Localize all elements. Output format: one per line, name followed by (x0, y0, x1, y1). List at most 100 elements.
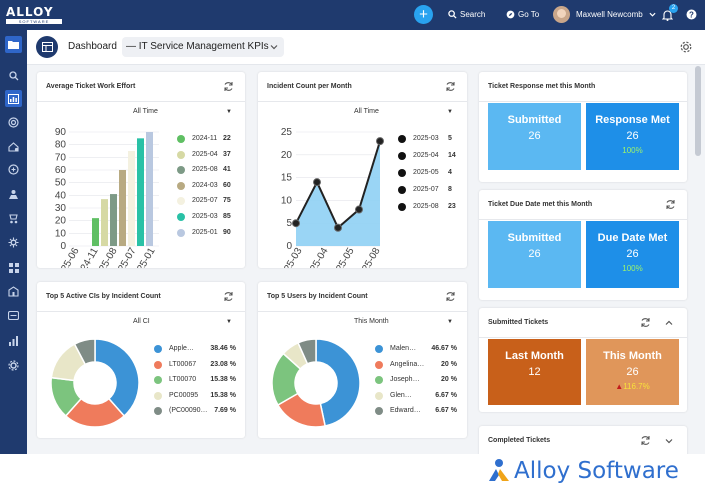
refresh-icon[interactable] (223, 291, 234, 302)
help-icon[interactable]: ? (686, 9, 697, 20)
legend-item[interactable]: 2024-03 60 (177, 180, 241, 196)
dropdown-arrow-icon[interactable]: ▼ (226, 319, 232, 325)
legend-value: 23 (448, 203, 456, 210)
search-icon (448, 10, 457, 19)
ci-filter[interactable]: All CI (133, 318, 150, 325)
widgets-icon[interactable] (5, 259, 22, 276)
legend-value: 20 % (441, 376, 457, 383)
legend-item[interactable]: Joseph… 20 % (375, 374, 465, 390)
tile-percent: 100% (622, 146, 643, 155)
chevron-down-icon[interactable] (665, 437, 673, 445)
legend-value: 20 % (441, 360, 457, 368)
legend-label: (PC00090… (169, 407, 208, 414)
legend-item[interactable]: Angelina… 20 % (375, 359, 465, 375)
support-icon[interactable] (5, 114, 22, 131)
legend-item[interactable]: 2024-11 22 (177, 133, 241, 149)
goto-button[interactable]: Go To (506, 9, 539, 21)
incidents-icon[interactable] (5, 161, 22, 178)
alloy-logo[interactable]: ALLOY SOFTWARE (6, 6, 68, 24)
user-menu[interactable]: Maxwell Newcomb (576, 9, 659, 21)
chevron-up-icon[interactable] (665, 319, 673, 327)
legend-item[interactable]: PC00095 15.38 % (154, 390, 244, 406)
time-filter[interactable]: All Time (354, 108, 379, 115)
legend-item[interactable]: 2025-04 37 (177, 149, 241, 165)
legend-item[interactable]: 2025-03 85 (177, 211, 241, 227)
refresh-icon[interactable] (665, 199, 676, 210)
folder-icon[interactable] (5, 36, 22, 53)
time-filter[interactable]: This Month (354, 318, 389, 325)
legend-item[interactable]: 2025-08 23 (398, 201, 462, 218)
refresh-icon[interactable] (223, 81, 234, 92)
divider (258, 101, 467, 102)
legend-value: 14 (448, 152, 456, 159)
last-month-tile[interactable]: Last Month 12 (488, 339, 581, 405)
dropdown-arrow-icon[interactable]: ▼ (447, 109, 453, 115)
refresh-icon[interactable] (640, 317, 651, 328)
due-date-met-tile[interactable]: Due Date Met 26 100% (586, 221, 679, 288)
building-icon[interactable] (5, 283, 22, 300)
dashboard-icon[interactable] (5, 90, 22, 107)
reports-icon[interactable] (5, 332, 22, 349)
submitted-tile[interactable]: Submitted 26 (488, 103, 581, 170)
legend-item[interactable]: (PC00090… 7.69 % (154, 405, 244, 421)
legend-item[interactable]: 2025-03 5 (398, 133, 462, 150)
time-filter[interactable]: All Time (133, 108, 158, 115)
settings-icon[interactable] (5, 234, 22, 251)
legend-item[interactable]: 2025-07 75 (177, 195, 241, 211)
network-icon[interactable] (5, 210, 22, 227)
legend-item[interactable]: 2025-05 4 (398, 167, 462, 184)
refresh-icon[interactable] (640, 435, 651, 446)
legend-item[interactable]: LT00067 23.08 % (154, 359, 244, 375)
legend-item[interactable]: 2025-07 8 (398, 184, 462, 201)
legend-label: 2025-07 (413, 186, 439, 193)
search-icon[interactable] (5, 67, 22, 84)
legend-item[interactable]: Glen… 6.67 % (375, 390, 465, 406)
this-month-tile[interactable]: This Month 26 ▲116.7% (586, 339, 679, 405)
donut-legend: Apple… 38.46 % LT00067 23.08 % LT00070 15.38 … (154, 343, 244, 421)
legend-label: LT00067 (169, 360, 197, 368)
legend-value: 46.67 % (431, 345, 457, 352)
legend-label: LT00070 (169, 376, 197, 383)
legend-swatch (375, 391, 383, 400)
y-tick-label: 50 (55, 178, 67, 189)
settings-gear-icon[interactable] (680, 41, 692, 53)
tile-title: This Month (603, 350, 662, 362)
x-tick-label: 2025-08 (355, 246, 383, 268)
legend-item[interactable]: 2025-01 90 (177, 227, 241, 243)
legend-label: 2024-11 (192, 135, 218, 142)
bar-2025-01 (146, 132, 153, 246)
bar-legend: 2024-11 22 2025-04 37 2025-08 41 2024-03 60 2025… (177, 133, 241, 242)
forms-icon[interactable] (5, 307, 22, 324)
slice-4 (73, 338, 96, 366)
legend-item[interactable]: 2025-04 14 (398, 150, 462, 167)
legend-item[interactable]: Apple… 38.46 % (154, 343, 244, 359)
legend-label: 2025-08 (413, 203, 439, 210)
legend-item[interactable]: Malen… 46.67 % (375, 343, 465, 359)
y-tick-label: 20 (281, 150, 293, 161)
legend-item[interactable]: 2025-08 41 (177, 164, 241, 180)
search-button[interactable]: Search (448, 9, 485, 21)
tile-percent: 100% (622, 264, 643, 273)
add-button[interactable]: + (414, 5, 433, 24)
user-avatar[interactable] (553, 6, 570, 23)
refresh-icon[interactable] (445, 291, 456, 302)
refresh-icon[interactable] (445, 81, 456, 92)
dashboard-selector[interactable]: — IT Service Management KPIs (122, 37, 284, 57)
tile-title: Due Date Met (597, 232, 668, 244)
tile-value: 26 (528, 248, 541, 260)
legend-label: 2025-08 (192, 166, 218, 174)
tickets-icon[interactable] (5, 138, 22, 155)
dropdown-arrow-icon[interactable]: ▼ (447, 319, 453, 325)
point-2025-05 (334, 223, 342, 232)
legend-item[interactable]: Edward… 6.67 % (375, 405, 465, 421)
up-arrow-icon: ▲ (615, 382, 624, 391)
dropdown-arrow-icon[interactable]: ▼ (226, 109, 232, 115)
scrollbar[interactable] (695, 66, 701, 156)
gear-icon[interactable] (5, 357, 22, 374)
legend-item[interactable]: LT00070 15.38 % (154, 374, 244, 390)
response-met-tile[interactable]: Response Met 26 100% (586, 103, 679, 170)
requests-icon[interactable] (5, 186, 22, 203)
submitted-tile[interactable]: Submitted 26 (488, 221, 581, 288)
legend-swatch (154, 407, 162, 415)
